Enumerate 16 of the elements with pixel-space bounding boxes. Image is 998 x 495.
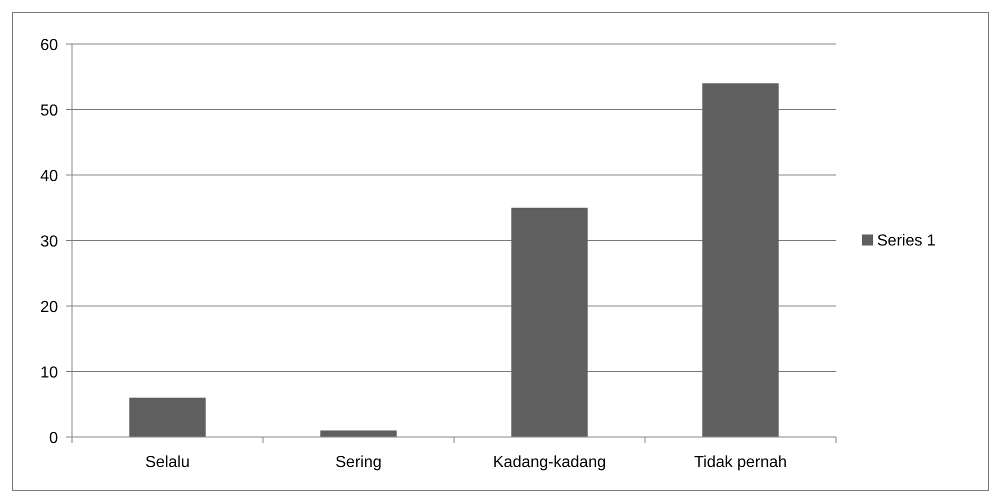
bar [320,430,397,437]
x-tick-label: Kadang-kadang [493,454,606,471]
y-tick-label: 10 [40,364,58,382]
x-tick-label: Sering [335,454,382,471]
y-tick-label: 50 [40,102,58,120]
bar [702,83,779,437]
y-tick-label: 40 [40,168,58,185]
y-tick-label: 30 [40,234,58,250]
y-tick-label: 0 [49,430,58,447]
y-tick-label: 20 [40,299,58,316]
x-tick-label: Selalu [145,454,190,471]
bar [511,208,588,437]
x-tick-label: Tidak pernah [694,454,787,471]
legend-label: Series 1 [877,232,936,250]
bar [129,398,206,437]
y-tick-label: 60 [40,37,58,54]
